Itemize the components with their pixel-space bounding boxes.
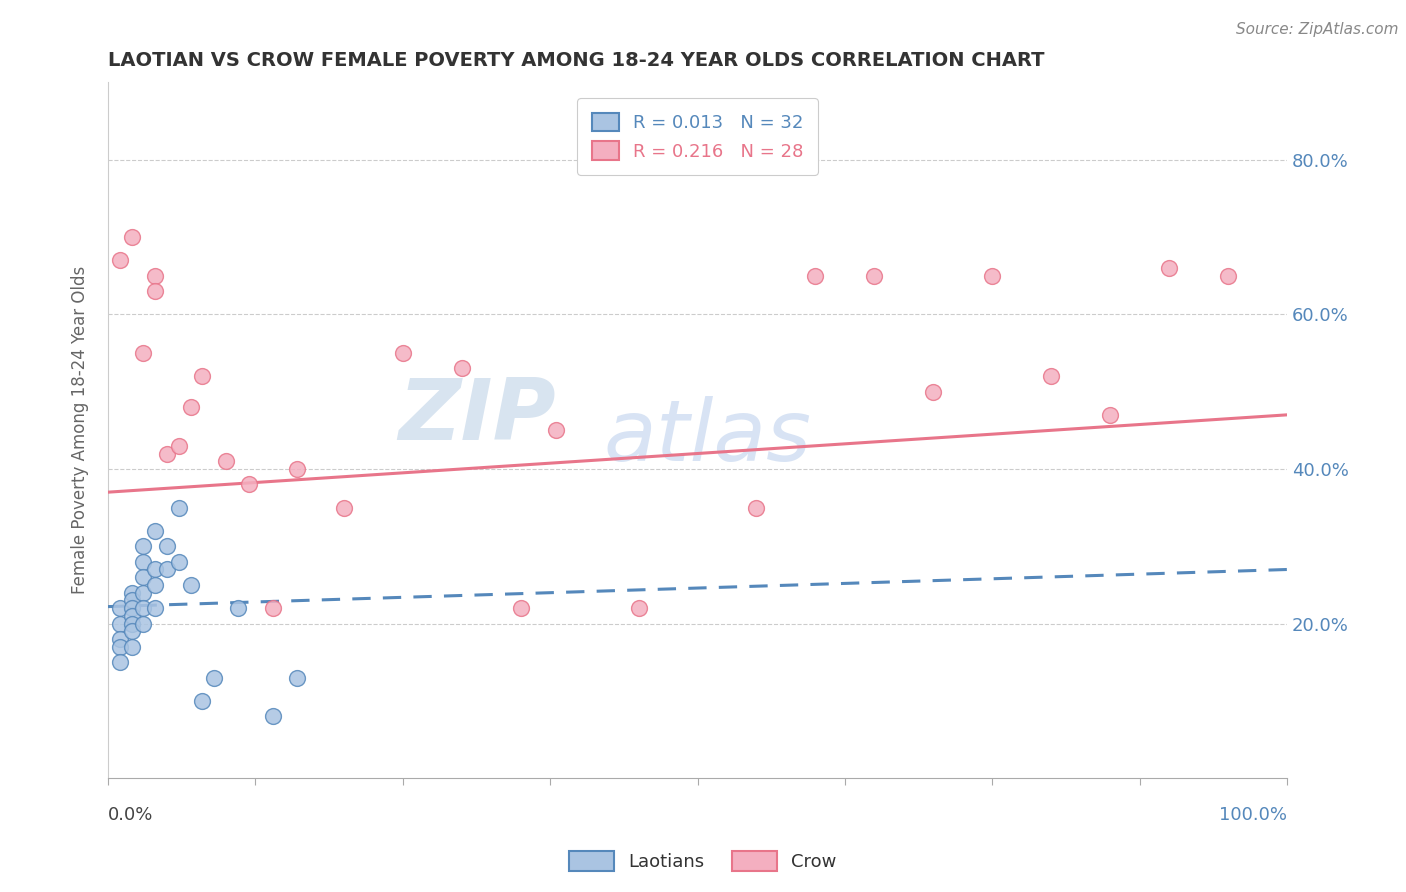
Point	[1099, 408, 1122, 422]
Point	[121, 601, 143, 615]
Point	[450, 361, 472, 376]
Point	[285, 671, 308, 685]
Point	[121, 585, 143, 599]
Point	[391, 346, 413, 360]
Point	[167, 500, 190, 515]
Point	[1159, 260, 1181, 275]
Point	[262, 709, 284, 723]
Point	[108, 640, 131, 654]
Point	[627, 601, 650, 615]
Point	[1040, 369, 1063, 384]
Point	[108, 632, 131, 646]
Point	[143, 284, 166, 298]
Point	[167, 439, 190, 453]
Point	[215, 454, 238, 468]
Point	[132, 346, 155, 360]
Point	[132, 616, 155, 631]
Point	[922, 384, 945, 399]
Point	[226, 601, 249, 615]
Point	[143, 562, 166, 576]
Point	[121, 640, 143, 654]
Point	[143, 578, 166, 592]
Point	[156, 539, 179, 553]
Y-axis label: Female Poverty Among 18-24 Year Olds: Female Poverty Among 18-24 Year Olds	[72, 266, 89, 594]
Point	[804, 268, 827, 283]
Point	[156, 446, 179, 460]
Point	[108, 601, 131, 615]
Point	[262, 601, 284, 615]
Point	[863, 268, 886, 283]
Point	[333, 500, 356, 515]
Point	[156, 562, 179, 576]
Point	[143, 268, 166, 283]
Point	[132, 555, 155, 569]
Point	[180, 578, 202, 592]
Point	[285, 462, 308, 476]
Point	[180, 400, 202, 414]
Point	[191, 369, 214, 384]
Point	[202, 671, 225, 685]
Point	[121, 593, 143, 607]
Point	[745, 500, 768, 515]
Point	[238, 477, 260, 491]
Legend: R = 0.013   N = 32, R = 0.216   N = 28: R = 0.013 N = 32, R = 0.216 N = 28	[576, 98, 818, 175]
Point	[981, 268, 1004, 283]
Point	[121, 230, 143, 244]
Text: 100.0%: 100.0%	[1219, 806, 1286, 824]
Point	[132, 601, 155, 615]
Point	[191, 694, 214, 708]
Point	[544, 423, 567, 437]
Point	[132, 570, 155, 584]
Text: Source: ZipAtlas.com: Source: ZipAtlas.com	[1236, 22, 1399, 37]
Text: atlas: atlas	[603, 396, 811, 479]
Point	[108, 616, 131, 631]
Legend: Laotians, Crow: Laotians, Crow	[562, 844, 844, 879]
Point	[121, 624, 143, 639]
Point	[143, 524, 166, 538]
Text: ZIP: ZIP	[398, 375, 555, 458]
Point	[132, 585, 155, 599]
Text: LAOTIAN VS CROW FEMALE POVERTY AMONG 18-24 YEAR OLDS CORRELATION CHART: LAOTIAN VS CROW FEMALE POVERTY AMONG 18-…	[108, 51, 1045, 70]
Point	[143, 601, 166, 615]
Point	[1216, 268, 1239, 283]
Point	[132, 539, 155, 553]
Point	[108, 655, 131, 669]
Point	[121, 616, 143, 631]
Point	[108, 253, 131, 268]
Text: 0.0%: 0.0%	[108, 806, 153, 824]
Point	[167, 555, 190, 569]
Point	[509, 601, 531, 615]
Point	[121, 608, 143, 623]
